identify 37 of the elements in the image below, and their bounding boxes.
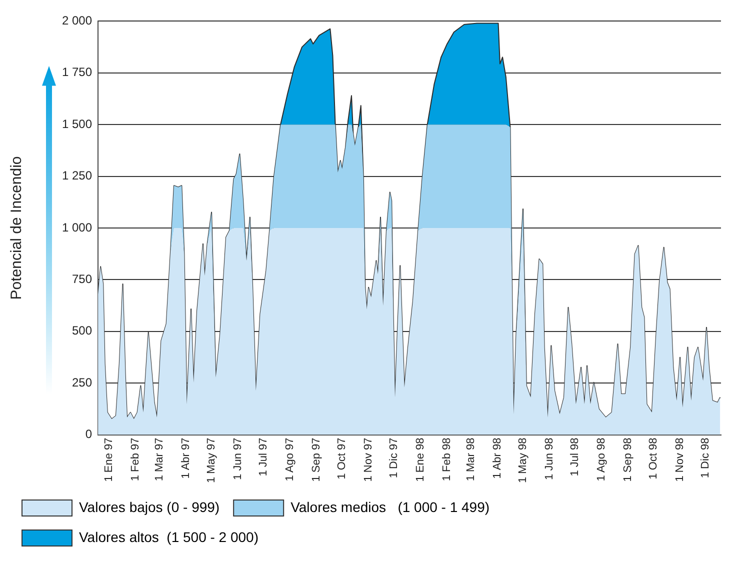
x-tick-label: 1 Jul 97 [258,438,270,476]
y-tick-label: 500 [72,324,92,338]
y-tick-label: 0 [85,427,92,442]
legend-label: Valores bajos (0 - 999) [79,498,220,515]
x-tick-label: 1 Ago 97 [284,438,296,482]
x-tick-label: 1 Dic 98 [700,438,712,478]
y-tick-label: 1 250 [62,168,92,183]
y-tick-label: 250 [72,375,92,390]
x-tick-label: 1 Mar 98 [464,438,477,482]
x-tick-label: 1 Nov 97 [362,438,375,482]
x-tick-label: 1 Mar 97 [154,438,166,482]
x-tick-label: 1 Sep 97 [310,438,323,482]
y-tick-label: 1 750 [62,65,92,80]
x-tick-label: 1 May 98 [517,438,530,484]
y-tick-label: 2 000 [62,14,92,28]
legend-label: Valores altos (1 500 - 2 000) [79,528,259,545]
y-tick-label: 1 500 [62,116,92,131]
y-tick-label: 750 [72,272,92,286]
x-tick-label: 1 Oct 98 [648,438,660,480]
x-tick-label: 1 Ene 97 [103,438,116,482]
x-tick-label: 1 Abr 98 [491,438,504,479]
x-tick-label: 1 Feb 97 [130,438,142,482]
legend-label: Valores medios (1 000 - 1 499) [290,498,490,515]
x-tick-label: 1 Jun 97 [232,438,244,480]
x-tick-label: 1 Ene 98 [414,438,427,482]
x-tick-label: 1 Feb 98 [441,438,454,482]
y-tick-label: 1 000 [62,220,92,234]
x-tick-label: 1 Abr 97 [180,438,192,479]
x-tick-label: 1 Jul 98 [569,438,582,476]
x-tick-label: 1 Jun 98 [544,438,556,480]
x-tick-label: 1 Ago 98 [596,438,608,482]
x-tick-label: 1 Sep 98 [622,438,634,482]
x-tick-label: 1 Nov 98 [674,438,686,482]
x-tick-label: 1 Oct 97 [336,438,348,480]
y-axis-title: Potencial de Incendio [8,156,26,300]
x-tick-label: 1 Dic 97 [388,438,400,478]
x-tick-label: 1 May 97 [206,438,218,484]
